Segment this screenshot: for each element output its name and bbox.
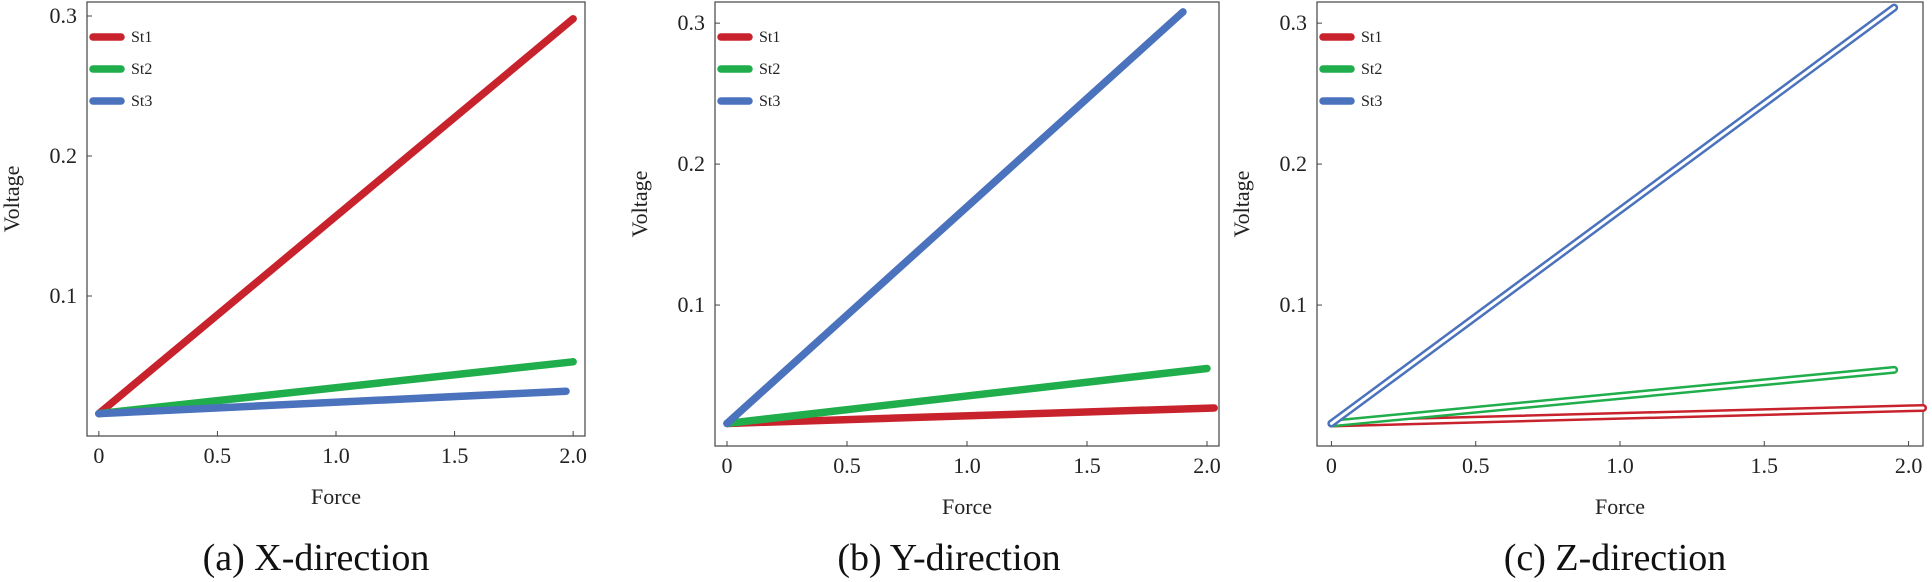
series-line-st3 [95, 387, 570, 418]
y-tick-label: 0.2 [50, 143, 78, 168]
legend-label: St2 [759, 61, 780, 78]
y-tick-label: 0.2 [1280, 151, 1308, 176]
series-line-st2 [95, 358, 577, 418]
x-tick-label: 1.5 [441, 443, 469, 468]
x-tick-label: 0 [722, 453, 733, 478]
chart-panel-3: 0 0.5 1.0 1.5 2.0 0.1 0.2 0.3 Force Voltage St1 St2… [1229, 1, 1927, 579]
x-tick-label: 1.0 [322, 443, 350, 468]
y-axis-label: Voltage [0, 166, 24, 233]
y-axis-label: Voltage [627, 171, 652, 238]
x-axis-label: Force [1595, 494, 1645, 519]
y-tick-label: 0.1 [50, 283, 78, 308]
panel-caption: (c) Z-direction [1504, 537, 1727, 579]
legend-label: St1 [1361, 29, 1382, 46]
legend-label: St3 [131, 93, 152, 110]
legend-label: St1 [131, 29, 152, 46]
x-tick-label: 2.0 [559, 443, 587, 468]
y-tick-label: 0.3 [678, 10, 706, 35]
series-line-st2 [723, 364, 1211, 428]
legend-label: St3 [1361, 93, 1382, 110]
panel-caption: (b) Y-direction [837, 537, 1060, 579]
y-tick-label: 0.1 [678, 292, 706, 317]
y-tick-label: 0.2 [678, 151, 706, 176]
chart-panel-2: 0 0.5 1.0 1.5 2.0 0.1 0.2 0.3 Force Voltage St1 St2… [627, 1, 1221, 579]
x-tick-label: 2.0 [1193, 453, 1221, 478]
x-tick-label: 0.5 [833, 453, 861, 478]
panel-caption: (a) X-direction [203, 537, 430, 579]
series-line-st1 [95, 15, 577, 418]
chart-panel-1: 0 0.5 1.0 1.5 2.0 0.1 0.2 0.3 Force Voltage St1 St2… [0, 1, 587, 579]
x-tick-label: 1.0 [1606, 453, 1634, 478]
legend-label: St1 [759, 29, 780, 46]
x-axis-label: Force [942, 494, 992, 519]
x-tick-label: 2.0 [1895, 453, 1923, 478]
x-tick-label: 0 [93, 443, 104, 468]
x-tick-label: 1.0 [953, 453, 981, 478]
x-tick-label: 1.5 [1073, 453, 1101, 478]
series-line-core [1329, 6, 1896, 425]
y-tick-label: 0.3 [50, 3, 78, 28]
series-line-st3 [723, 8, 1187, 428]
x-tick-label: 0 [1326, 453, 1337, 478]
legend-label: St2 [131, 61, 152, 78]
series-line-core [1329, 406, 1925, 425]
y-tick-label: 0.3 [1280, 10, 1308, 35]
x-axis-label: Force [311, 484, 361, 509]
legend-label: St3 [759, 93, 780, 110]
legend-label: St2 [1361, 61, 1382, 78]
y-tick-label: 0.1 [1280, 292, 1308, 317]
y-axis-label: Voltage [1229, 171, 1254, 238]
series-line-core [1329, 368, 1896, 425]
x-tick-label: 0.5 [1462, 453, 1490, 478]
series-line-st1 [723, 404, 1218, 428]
x-tick-label: 1.5 [1751, 453, 1779, 478]
x-tick-label: 0.5 [204, 443, 232, 468]
